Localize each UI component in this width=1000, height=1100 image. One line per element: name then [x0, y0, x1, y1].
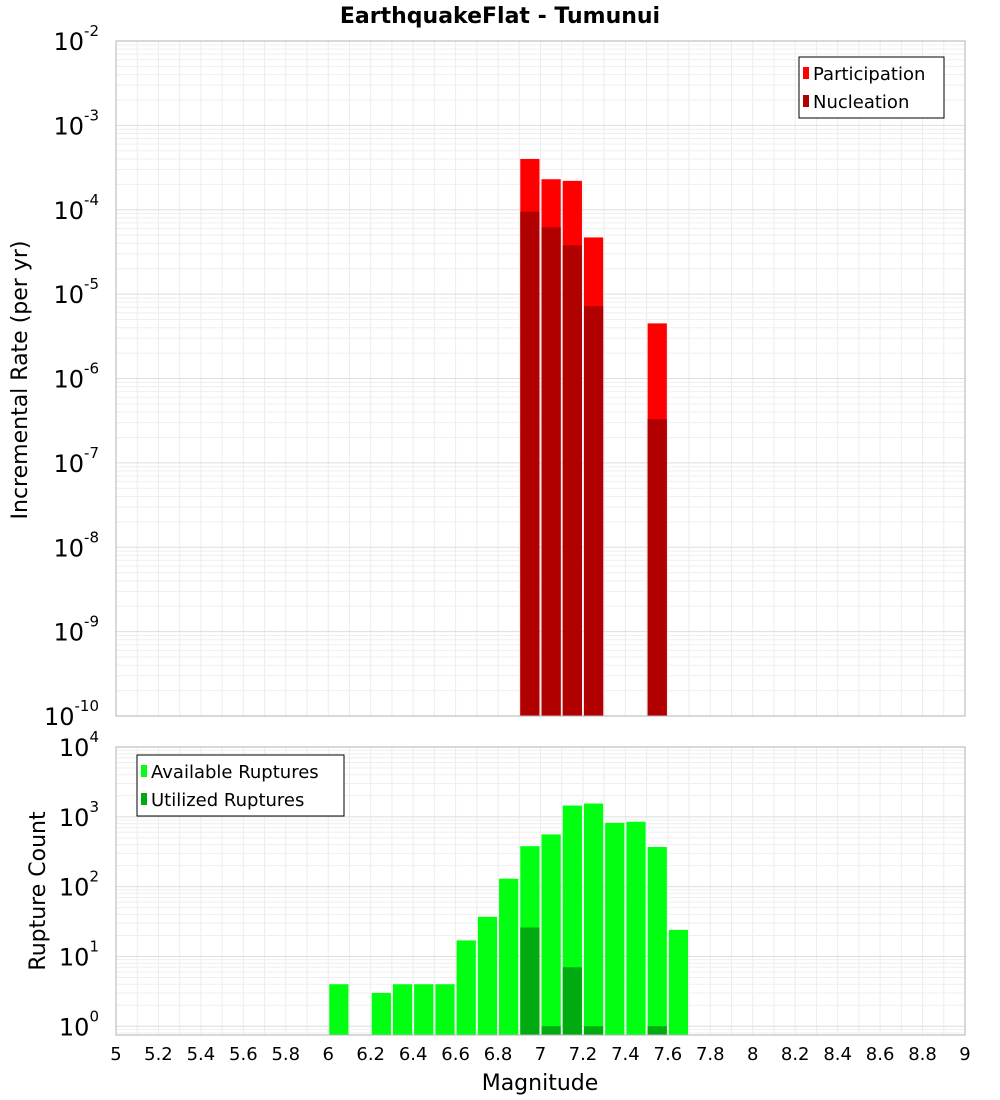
top-bar-nucleation	[541, 227, 561, 716]
x-axis: 5 5.2 5.4 5.6 5.8 6 6.2 6.4 6.6 6.8 7 7.2 7.4 7.6 7.8 8…	[110, 1044, 970, 1065]
x-tick-label: 5	[110, 1044, 121, 1065]
top-y-tick-label: 10-4	[53, 191, 99, 225]
bottom-legend-box	[136, 754, 345, 817]
top-bar-nucleation	[583, 306, 604, 716]
top-y-tick-label: 10-2	[53, 22, 99, 56]
top-legend-swatch	[803, 67, 809, 79]
bottom-y-axis-title: Rupture Count	[26, 811, 51, 971]
bottom-bars	[329, 803, 689, 1035]
top-panel: 10-10 10-9 10-8 10-7 10-6 10-5 10-4 10-3 10-2 Par…	[44, 22, 966, 731]
top-plot-frame	[115, 40, 966, 717]
top-legend: Participation Nucleation	[798, 56, 945, 119]
bottom-bar-available-ruptures	[499, 878, 519, 1035]
top-y-ticks: 10-10 10-9 10-8 10-7 10-6 10-5 10-4 10-3 10-2	[44, 22, 99, 731]
x-tick-label: 7	[535, 1044, 546, 1065]
top-y-tick-label: 10-8	[53, 528, 99, 562]
x-tick-label: 8.4	[823, 1044, 852, 1065]
x-axis-title: Magnitude	[482, 1071, 599, 1096]
top-y-tick-label: 10-10	[44, 697, 99, 731]
bottom-bar-available-ruptures	[456, 940, 476, 1035]
bottom-bar-utilized-ruptures	[583, 1026, 604, 1035]
bottom-bar-available-ruptures	[583, 803, 604, 1035]
chart-title: EarthquakeFlat - Tumunui	[340, 4, 660, 29]
x-tick-label: 6.6	[441, 1044, 470, 1065]
x-tick-label: 9	[959, 1044, 970, 1065]
bottom-bar-available-ruptures	[541, 834, 561, 1035]
x-tick-label: 7.2	[569, 1044, 598, 1065]
top-y-tick-label: 10-9	[53, 613, 99, 647]
top-bar-nucleation	[647, 419, 667, 716]
bottom-y-tick-label: 104	[59, 728, 99, 762]
bottom-bar-utilized-ruptures	[520, 927, 540, 1035]
top-legend-label: Nucleation	[813, 92, 909, 113]
x-tick-label: 8.6	[866, 1044, 895, 1065]
bottom-bar-utilized-ruptures	[541, 1026, 561, 1035]
bottom-bar-available-ruptures	[414, 984, 434, 1035]
bottom-plot-frame	[115, 746, 966, 1036]
top-y-tick-label: 10-3	[53, 106, 99, 140]
top-bar-nucleation	[562, 245, 582, 717]
bottom-legend-label: Utilized Ruptures	[151, 790, 304, 811]
x-tick-label: 8	[747, 1044, 758, 1065]
bottom-bar-available-ruptures	[668, 929, 689, 1035]
bottom-legend-swatch	[141, 765, 147, 777]
bottom-bar-utilized-ruptures	[562, 967, 582, 1035]
top-y-tick-label: 10-6	[53, 360, 99, 394]
x-tick-label: 7.4	[611, 1044, 640, 1065]
x-tick-label: 5.4	[187, 1044, 216, 1065]
x-tick-label: 6	[323, 1044, 334, 1065]
x-tick-label: 8.2	[781, 1044, 810, 1065]
top-bars	[520, 158, 667, 717]
bottom-bar-available-ruptures	[329, 984, 349, 1035]
x-tick-label: 6.8	[484, 1044, 513, 1065]
bottom-legend-swatch	[141, 793, 147, 805]
x-tick-label: 7.8	[696, 1044, 725, 1065]
bottom-bar-available-ruptures	[371, 992, 391, 1035]
x-tick-label: 5.2	[144, 1044, 173, 1065]
bottom-y-tick-label: 101	[59, 937, 99, 971]
bottom-panel: 100 101 102 103 104 Available Ruptures Utilize…	[59, 728, 966, 1041]
bottom-bar-utilized-ruptures	[647, 1026, 667, 1035]
x-tick-label: 6.2	[356, 1044, 385, 1065]
top-legend-box	[798, 56, 945, 119]
bottom-legend-label: Available Ruptures	[151, 762, 319, 783]
bottom-y-ticks: 100 101 102 103 104	[59, 728, 99, 1041]
x-tick-label: 7.6	[654, 1044, 683, 1065]
x-tick-label: 6.4	[399, 1044, 428, 1065]
top-bar-nucleation	[520, 211, 540, 716]
top-y-tick-label: 10-7	[53, 444, 99, 478]
x-tick-label: 8.8	[908, 1044, 937, 1065]
bottom-y-tick-label: 103	[59, 798, 99, 832]
top-legend-swatch	[803, 95, 809, 107]
bottom-bar-available-ruptures	[626, 821, 646, 1035]
bottom-bar-available-ruptures	[605, 822, 625, 1035]
bottom-y-tick-label: 100	[59, 1007, 99, 1041]
top-y-axis-title: Incremental Rate (per yr)	[8, 241, 33, 520]
bottom-bar-available-ruptures	[477, 916, 498, 1035]
bottom-legend: Available Ruptures Utilized Ruptures	[136, 754, 345, 817]
bottom-y-tick-label: 102	[59, 868, 99, 902]
top-y-tick-label: 10-5	[53, 275, 99, 309]
x-tick-label: 5.6	[229, 1044, 258, 1065]
bottom-bar-available-ruptures	[647, 846, 667, 1035]
top-gridlines	[115, 41, 966, 717]
bottom-bar-available-ruptures	[392, 984, 413, 1035]
top-legend-label: Participation	[813, 64, 925, 85]
bottom-bar-available-ruptures	[435, 984, 455, 1035]
x-tick-label: 5.8	[271, 1044, 300, 1065]
